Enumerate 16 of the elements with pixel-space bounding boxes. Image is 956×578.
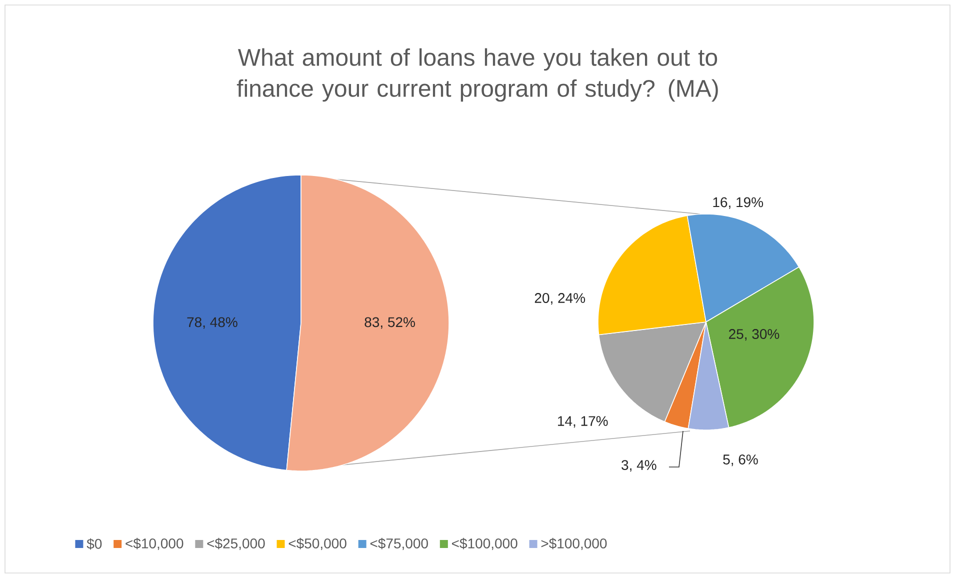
legend-label: <$100,000: [452, 538, 518, 550]
legend-label: $0: [86, 538, 102, 550]
data-label: 5, 6%: [723, 454, 758, 466]
legend-label: >$100,000: [541, 538, 607, 550]
data-label: 83, 52%: [364, 317, 415, 329]
data-label: 78, 48%: [187, 317, 238, 329]
data-label: 3, 4%: [622, 460, 656, 472]
legend-label: <$10,000: [126, 538, 184, 550]
legend-label: <$50,000: [288, 538, 346, 550]
data-label: 16, 19%: [713, 197, 764, 209]
legend-label: <$75,000: [370, 538, 428, 550]
legend-label: <$25,000: [207, 538, 265, 550]
chart-title: What amount of loans have you taken out to finance your current program of study? (MA): [236, 48, 718, 102]
data-label: 25, 30%: [729, 329, 780, 341]
data-label: 14, 17%: [558, 416, 608, 428]
data-label: 20, 24%: [534, 293, 586, 305]
